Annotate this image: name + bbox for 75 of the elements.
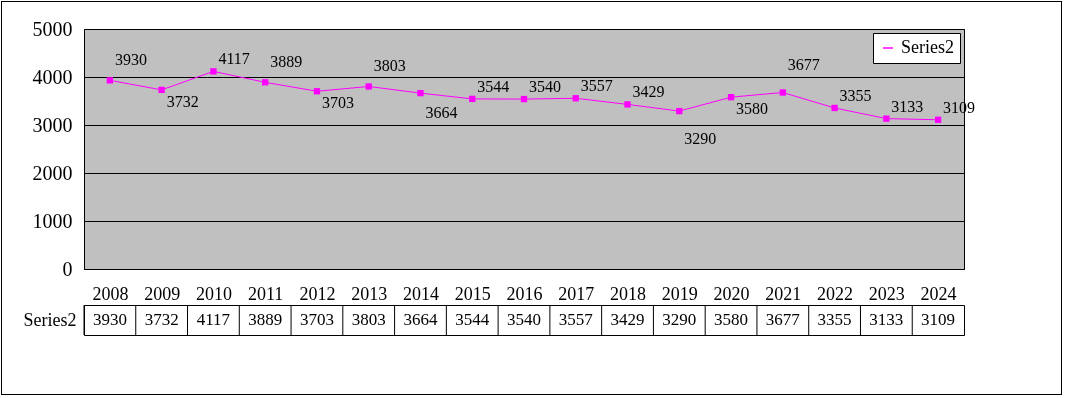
text: 3677 bbox=[787, 55, 820, 73]
text: 3540 bbox=[529, 78, 561, 96]
point bbox=[313, 88, 321, 95]
data-label: 3540 bbox=[507, 310, 541, 329]
x-tick-label: 2021 bbox=[765, 283, 802, 304]
text: Series2 bbox=[23, 309, 77, 330]
text: 3580 bbox=[736, 100, 769, 118]
y-tick-label: 4000 bbox=[32, 65, 73, 88]
x-tick-label: 2014 bbox=[402, 283, 439, 304]
x-tick-label: 2008 bbox=[92, 283, 129, 304]
data-label: 3290 bbox=[662, 310, 697, 329]
point bbox=[210, 68, 217, 75]
point bbox=[676, 107, 683, 115]
point bbox=[469, 95, 476, 103]
data-label: 3355 bbox=[817, 310, 852, 329]
y-tick-label: 5000 bbox=[32, 17, 73, 40]
point bbox=[158, 86, 165, 94]
data-label: 3664 bbox=[403, 310, 438, 329]
y-tick-label: 2000 bbox=[32, 161, 73, 184]
text: 4117 bbox=[218, 50, 250, 68]
text: 3703 bbox=[321, 94, 354, 112]
text: 3803 bbox=[373, 57, 406, 75]
data-label: 3732 bbox=[144, 310, 179, 329]
point bbox=[572, 95, 579, 102]
point bbox=[365, 83, 372, 90]
point bbox=[934, 116, 942, 123]
y-tick-label: 3000 bbox=[32, 113, 73, 136]
text: 3355 bbox=[839, 86, 872, 104]
point bbox=[883, 115, 890, 122]
x-tick-label: 2018 bbox=[610, 283, 647, 304]
x-tick-label: 2012 bbox=[299, 283, 336, 304]
point bbox=[624, 101, 631, 108]
data-label: 3580 bbox=[714, 310, 749, 329]
point bbox=[727, 94, 735, 101]
text: 3429 bbox=[632, 83, 665, 101]
x-tick-label: 2017 bbox=[558, 283, 595, 304]
x-tick-label: 2020 bbox=[713, 283, 750, 304]
x-tick-label: 2024 bbox=[920, 283, 957, 304]
point bbox=[520, 95, 528, 103]
data-label: 3109 bbox=[921, 310, 956, 329]
data-label: 3557 bbox=[558, 310, 594, 329]
point bbox=[831, 104, 838, 112]
data-label: 3930 bbox=[92, 310, 127, 329]
data-label: 4117 bbox=[196, 310, 231, 329]
data-label: 3429 bbox=[610, 310, 645, 329]
x-tick-label: 2009 bbox=[144, 283, 181, 304]
x-tick-label: 2015 bbox=[454, 283, 491, 304]
legend-label: Series2 bbox=[901, 37, 954, 57]
point bbox=[106, 77, 114, 84]
x-tick-label: 2019 bbox=[661, 283, 698, 304]
x-tick-label: 2011 bbox=[248, 283, 284, 304]
data-label: 3544 bbox=[455, 310, 490, 329]
x-tick-label: 2022 bbox=[817, 283, 854, 304]
point bbox=[417, 89, 424, 97]
text: 3544 bbox=[477, 77, 510, 95]
data-label: 3803 bbox=[351, 310, 386, 329]
data-label: 3677 bbox=[765, 310, 801, 329]
point bbox=[779, 89, 786, 96]
text: 3930 bbox=[114, 51, 147, 69]
text: 3557 bbox=[580, 77, 613, 95]
text: 3889 bbox=[270, 53, 303, 71]
x-tick-label: 2023 bbox=[868, 283, 905, 304]
text: 3290 bbox=[684, 130, 717, 148]
text: 3664 bbox=[425, 104, 458, 122]
text: 3133 bbox=[891, 97, 924, 115]
x-tick-label: 2013 bbox=[351, 283, 388, 304]
y-tick-label: 1000 bbox=[32, 209, 73, 232]
x-tick-label: 2010 bbox=[195, 283, 232, 304]
x-tick-label: 2016 bbox=[506, 283, 543, 304]
data-label: 3889 bbox=[248, 310, 283, 329]
point bbox=[262, 79, 269, 86]
y-tick-label: 0 bbox=[62, 257, 73, 280]
data-label: 3703 bbox=[299, 310, 334, 329]
text: 3732 bbox=[166, 92, 199, 110]
data-label: 3133 bbox=[869, 310, 904, 329]
